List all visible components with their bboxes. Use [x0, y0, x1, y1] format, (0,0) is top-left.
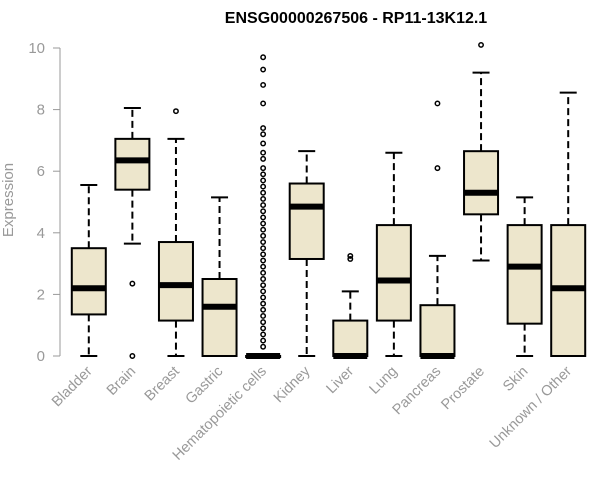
box-iqr [288, 182, 325, 260]
category-label: Kidney [271, 363, 314, 406]
y-tick-label: 4 [37, 225, 45, 242]
category-label: Liver [324, 363, 358, 397]
outlier-point [129, 280, 136, 287]
box-prostate [463, 41, 500, 262]
outlier-point [260, 300, 267, 307]
outlier-point [260, 208, 267, 215]
category-label: Breast [142, 364, 183, 405]
category-label: Pancreas [390, 364, 445, 419]
category-label: Prostate [438, 364, 487, 413]
box-iqr [332, 319, 369, 357]
outlier-point [260, 263, 267, 270]
outlier-point [260, 239, 267, 245]
y-tick-label: 8 [37, 102, 45, 119]
boxes-layer [70, 41, 587, 359]
outlier-point [260, 189, 267, 196]
outlier-point [260, 232, 267, 239]
outlier-point [260, 183, 267, 190]
box-iqr [506, 224, 543, 325]
box-iqr [463, 150, 500, 216]
outlier-point [260, 319, 267, 326]
outlier-point [260, 282, 267, 289]
box-liver [332, 252, 369, 359]
category-label: Brain [104, 364, 139, 399]
outlier-point [260, 226, 267, 233]
outlier-point [260, 325, 267, 332]
category-label: Gastric [183, 364, 227, 408]
box-unknown-other [550, 91, 587, 357]
category-label: Lung [367, 364, 401, 398]
outlier-point [260, 343, 267, 350]
box-iqr [201, 278, 238, 357]
outlier-point [260, 288, 267, 295]
category-label: Skin [500, 364, 531, 395]
outlier-point [260, 294, 267, 301]
outlier-point [347, 252, 354, 259]
box-brain [114, 107, 151, 359]
outlier-point [260, 131, 267, 138]
outlier-point [129, 353, 136, 359]
outlier-point [260, 149, 267, 156]
outlier-point [260, 202, 267, 209]
outlier-point [260, 171, 267, 178]
outlier-point [260, 257, 267, 264]
box-hematopoietic-cells [245, 54, 282, 359]
outlier-point [260, 269, 267, 276]
outlier-point [260, 337, 267, 344]
category-label: Bladder [49, 363, 96, 410]
y-tick-label: 10 [28, 40, 45, 57]
outlier-point [434, 165, 441, 172]
outlier-point [260, 214, 267, 221]
outlier-point [260, 100, 267, 107]
outlier-point [260, 276, 267, 282]
outlier-point [260, 245, 267, 252]
box-kidney [288, 150, 325, 357]
box-iqr [70, 247, 107, 316]
outlier-point [260, 313, 267, 319]
y-tick-label: 0 [37, 348, 45, 365]
box-lung [375, 151, 412, 357]
box-gastric [201, 196, 238, 357]
box-pancreas [419, 100, 456, 359]
box-iqr [114, 137, 151, 191]
outlier-point [260, 155, 267, 162]
outlier-point [260, 125, 267, 132]
outlier-point [173, 108, 179, 115]
outlier-point [260, 195, 267, 202]
outlier-point [260, 66, 267, 73]
y-tick-label: 6 [37, 163, 45, 180]
outlier-point [260, 82, 267, 88]
outlier-point [260, 306, 267, 313]
category-label: Unknown / Other [487, 363, 575, 451]
box-skin [506, 196, 543, 357]
outlier-point [260, 140, 267, 147]
outlier-point [260, 251, 267, 258]
outlier-point [347, 256, 354, 262]
outlier-point [260, 165, 267, 172]
outlier-point [260, 220, 267, 227]
outlier-point [260, 331, 267, 338]
box-iqr [375, 224, 412, 322]
outlier-point [434, 100, 441, 107]
outlier-point [478, 41, 484, 48]
y-tick-label: 2 [37, 286, 45, 303]
outlier-point [260, 54, 267, 61]
y-axis: 0 2 4 6 8 10 [28, 40, 61, 365]
box-iqr [419, 304, 456, 357]
box-bladder [70, 184, 107, 357]
box-breast [157, 108, 194, 357]
y-axis-label: Expression [0, 163, 17, 237]
box-iqr [157, 241, 194, 322]
outlier-point [260, 177, 267, 184]
chart-title: ENSG00000267506 - RP11-13K12.1 [225, 10, 488, 27]
